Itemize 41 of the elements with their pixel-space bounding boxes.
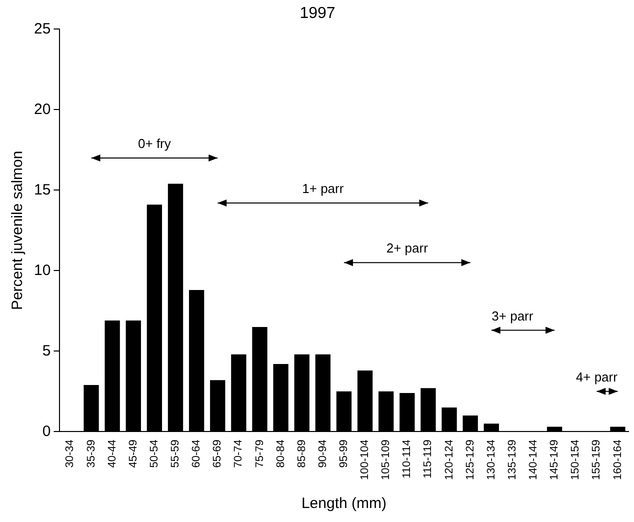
x-tick-label: 45-49: [127, 440, 140, 468]
y-tick-label: 0: [42, 422, 51, 440]
x-tick-label: 115-119: [422, 440, 434, 478]
x-tick-label: 110-114: [401, 440, 414, 478]
y-axis-title: Percent juvenile salmon: [9, 150, 26, 310]
x-tick-label: 50-54: [148, 440, 160, 468]
y-tick-label: 20: [34, 100, 51, 118]
x-tick-label: 70-74: [232, 440, 245, 468]
annotation: 0+ fry: [138, 136, 172, 152]
annotation: 2+ parr: [386, 240, 429, 256]
x-tick-label: 155-159: [590, 440, 603, 480]
x-tick-label: 105-109: [380, 440, 392, 480]
y-tick-label: 5: [42, 342, 51, 360]
x-tick-label: 120-124: [443, 440, 456, 480]
x-tick-label: 100-104: [359, 440, 372, 480]
chart-title: 1997: [300, 5, 336, 22]
x-tick-label: 30-34: [64, 440, 76, 468]
y-tick-label: 10: [34, 262, 51, 279]
x-tick-label: 35-39: [85, 440, 98, 468]
x-tick-label: 150-154: [570, 440, 582, 480]
annotation: 3+ parr: [492, 308, 534, 324]
x-tick-label: 60-64: [190, 440, 203, 468]
x-tick-label: 65-69: [212, 440, 224, 468]
x-axis-title: Length (mm): [301, 495, 386, 512]
x-tick-label: 140-144: [528, 440, 540, 480]
y-tick-label: 25: [34, 20, 51, 38]
x-tick-label: 160-164: [612, 440, 624, 480]
x-tick-label: 95-99: [338, 440, 350, 468]
x-tick-label: 80-84: [274, 440, 287, 468]
x-tick-label: 75-79: [254, 440, 266, 468]
annotation: 4+ parr: [576, 369, 618, 384]
x-tick-label: 85-89: [296, 440, 308, 468]
x-tick-label: 55-59: [170, 440, 182, 468]
x-tick-label: 125-129: [464, 440, 476, 480]
x-tick-label: 40-44: [106, 440, 118, 468]
x-tick-label: 145-149: [548, 440, 561, 480]
x-tick-label: 90-94: [316, 440, 329, 468]
x-tick-label: 130-134: [485, 440, 498, 480]
y-tick-label: 15: [34, 181, 51, 198]
x-tick-label: 135-139: [506, 440, 518, 480]
annotation: 1+ parr: [302, 181, 344, 196]
